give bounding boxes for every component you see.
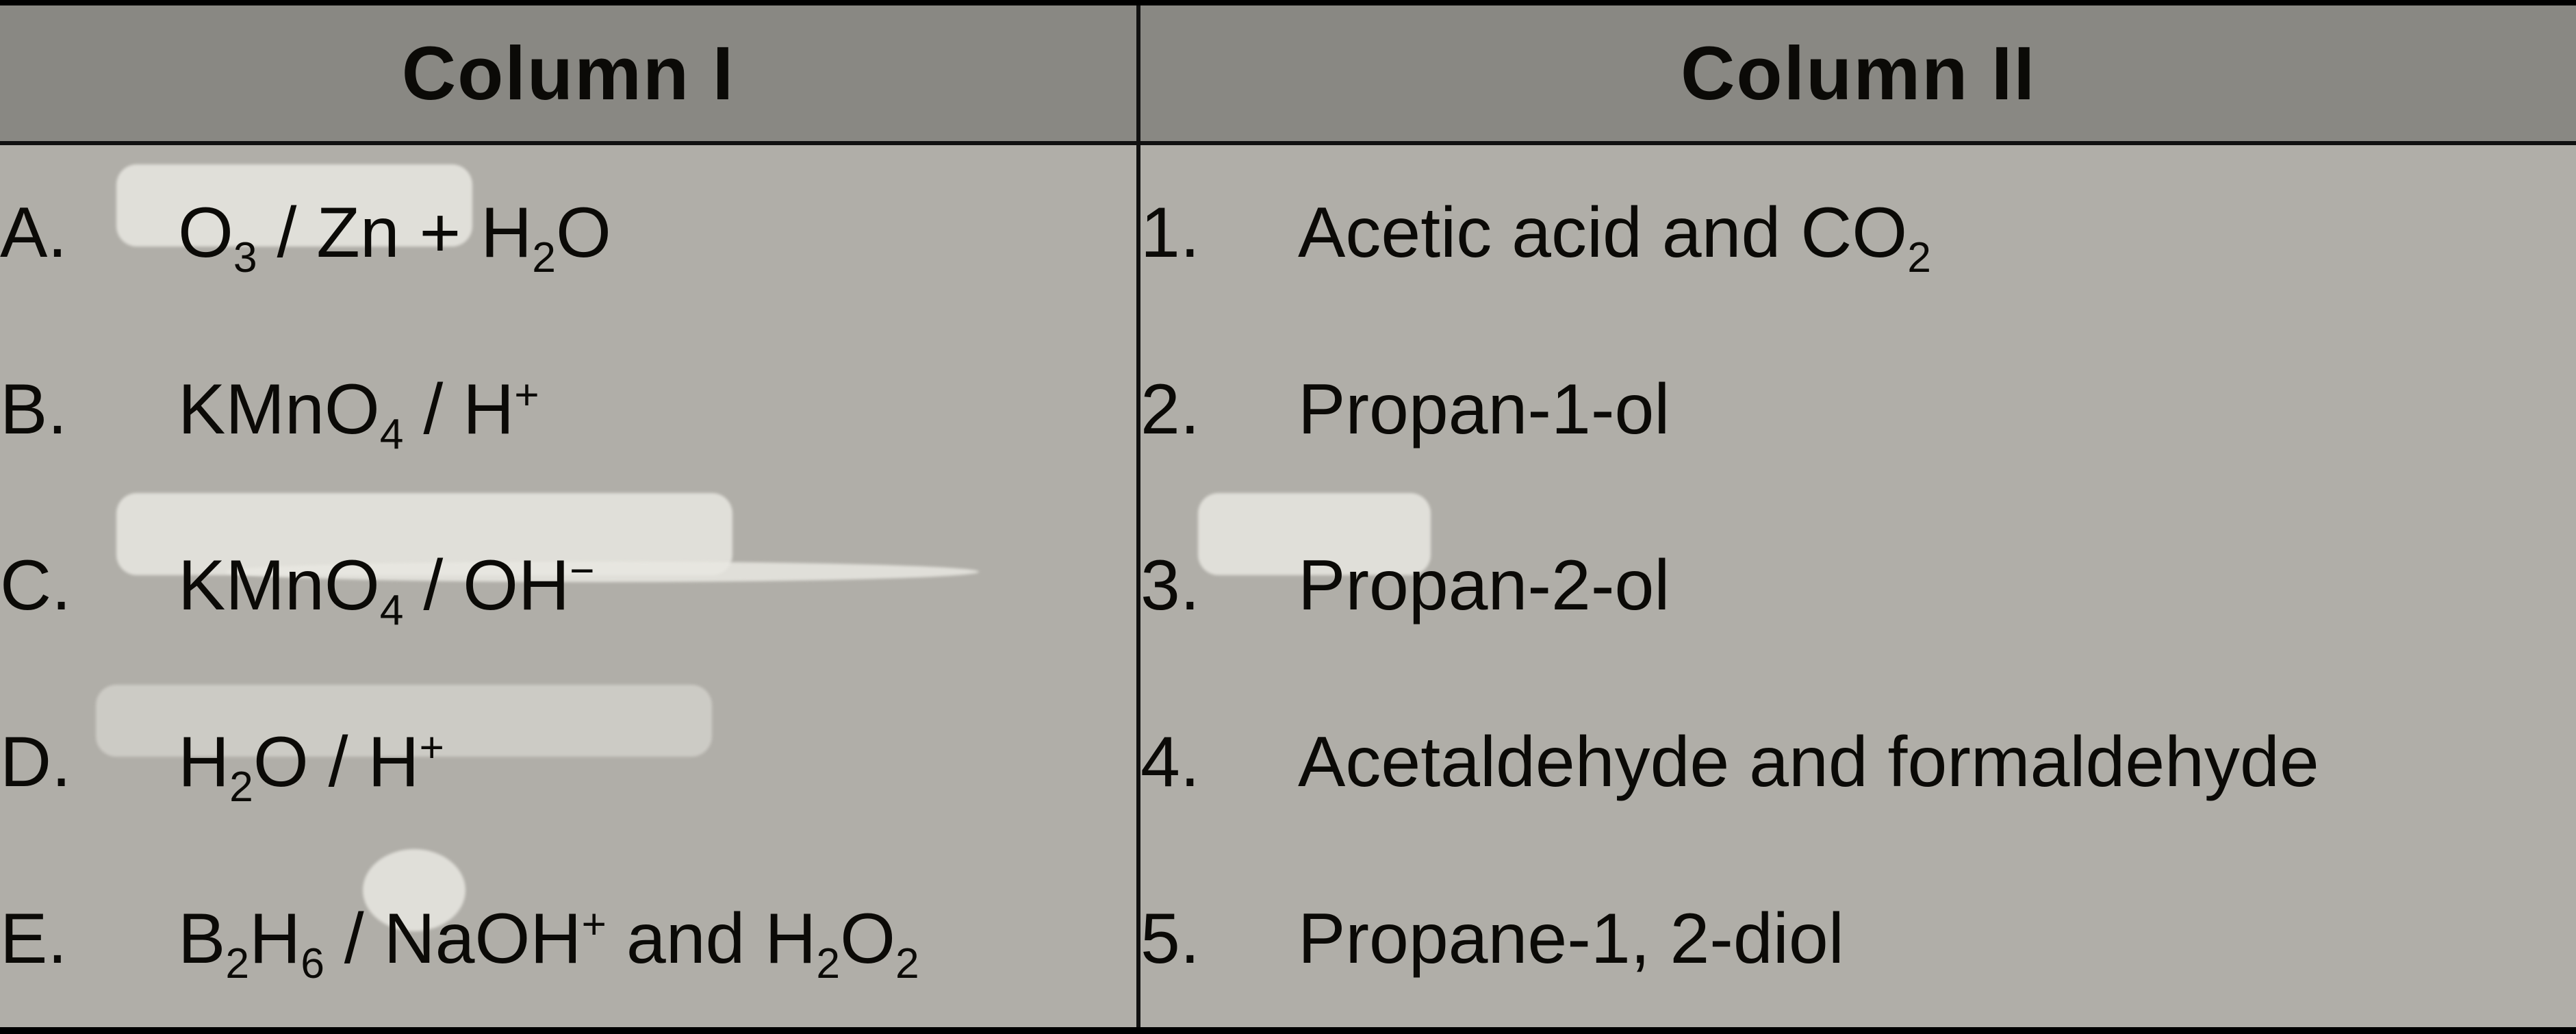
row-product: Acetaldehyde and formaldehyde [1298,722,2319,802]
row-number: 1. [1140,193,1200,273]
row-reagent: KMnO4 / H+ [178,370,539,449]
row-number: 5. [1140,899,1200,979]
row-reagent: KMnO4 / OH− [178,546,595,625]
row-number: 2. [1140,370,1200,449]
row-number: 3. [1140,546,1200,625]
row-product: Propan-1-ol [1298,370,1670,449]
row-reagent: B2H6 / NaOH+ and H2O2 [178,899,919,979]
header-row: Column I Column II [0,3,2576,143]
row-number: 4. [1140,722,1200,802]
header-col2: Column II [1138,3,2576,143]
row-letter: D. [0,722,71,802]
header-col1-label: Column I [402,31,735,116]
row-letter: E. [0,899,67,979]
header-col1: Column I [0,3,1138,143]
row-letter: C. [0,546,71,625]
row-product: Propan-2-ol [1298,546,1670,625]
row-reagent: O3 / Zn + H2O [178,193,611,273]
row-letter: B. [0,370,67,449]
row-reagent: H2O / H+ [178,722,444,802]
table-row: B. KMnO4 / H+ 2. Propan-1-ol [0,322,2576,499]
row-letter: A. [0,193,67,273]
header-col2-label: Column II [1681,31,2036,116]
row-product: Propane-1, 2-diol [1298,899,1844,979]
row-product: Acetic acid and CO2 [1298,193,1931,273]
